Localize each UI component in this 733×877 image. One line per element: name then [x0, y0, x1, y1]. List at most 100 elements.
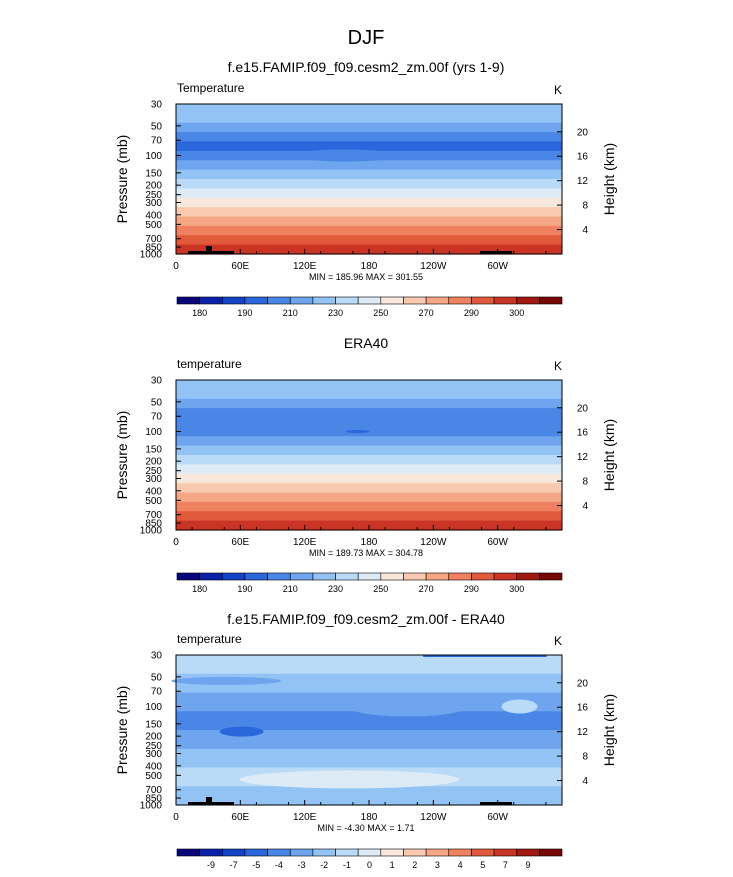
x-tick-label: 120E	[293, 537, 317, 548]
y-tick-label: 30	[151, 100, 163, 111]
colorbar-label: -9	[207, 860, 215, 870]
colorbar-swatch	[425, 296, 450, 305]
y2-tick-label: 20	[577, 403, 589, 414]
contour-band	[176, 664, 562, 675]
contour-band	[176, 389, 562, 400]
topography-mask	[206, 797, 212, 802]
y-tick-label: 1000	[140, 250, 163, 261]
y2-tick-label: 8	[582, 477, 588, 488]
y2-tick-label: 16	[577, 152, 589, 163]
colorbar-swatch	[357, 572, 382, 581]
y-tick-label: 300	[145, 474, 162, 485]
colorbar-swatch	[425, 572, 450, 581]
y-tick-label: 70	[151, 136, 163, 147]
contour-band	[176, 398, 562, 409]
y2-tick-label: 12	[577, 452, 589, 463]
contour-band	[176, 216, 562, 227]
contour-band	[176, 113, 562, 124]
colorbar-swatch	[244, 296, 268, 305]
anomaly-patch	[219, 726, 264, 737]
x-tick-label: 0	[173, 261, 179, 272]
y-tick-label: 400	[145, 210, 162, 221]
contour-band	[176, 673, 562, 684]
colorbar-swatch	[357, 296, 382, 305]
units-label: K	[554, 359, 562, 373]
colorbar-swatch	[289, 848, 314, 857]
colorbar-swatch	[244, 572, 268, 581]
y2-tick-label: 4	[582, 776, 588, 787]
colorbar-swatch	[448, 848, 472, 857]
contour-band	[176, 104, 562, 114]
contour-band	[176, 711, 562, 722]
contour-band	[176, 417, 562, 428]
colorbar-swatch	[199, 572, 223, 581]
contour-band	[176, 720, 562, 731]
colorbar-swatch	[493, 848, 518, 857]
colorbar-swatch	[199, 848, 223, 857]
y-axis-label: Pressure (mb)	[114, 411, 130, 500]
x-tick-label: 0	[173, 537, 179, 548]
colorbar-label: 7	[503, 860, 508, 870]
topography-mask	[480, 251, 512, 254]
x-tick-label: 120W	[420, 812, 447, 823]
contour-band	[176, 122, 562, 133]
y-tick-label: 70	[151, 687, 163, 698]
colorbar-label: 270	[419, 308, 434, 318]
anomaly-patch	[501, 699, 538, 714]
x-tick-label: 180	[361, 537, 378, 548]
colorbar-swatch	[403, 572, 427, 581]
colorbar-label: 210	[283, 584, 298, 594]
topography-mask	[188, 802, 234, 805]
y-tick-label: 50	[151, 397, 163, 408]
contour-band	[176, 132, 562, 143]
colorbar-label: 270	[419, 584, 434, 594]
x-tick-label: 120W	[420, 261, 447, 272]
contour-band	[176, 160, 562, 171]
contour-band	[176, 207, 562, 218]
cold-minimum-region	[291, 149, 400, 162]
y-tick-label: 100	[145, 702, 162, 713]
y-tick-label: 250	[145, 741, 162, 752]
topography-mask	[188, 251, 234, 254]
min-max-label: MIN = 185.96 MAX = 301.55	[309, 272, 423, 282]
colorbar-swatch	[199, 296, 223, 305]
colorbar-swatch	[312, 296, 336, 305]
contour-band	[176, 225, 562, 236]
y-tick-label: 50	[151, 672, 163, 683]
contour-band	[176, 683, 562, 694]
colorbar-label: -3	[298, 860, 306, 870]
contour-band	[176, 445, 562, 456]
colorbar-label: 190	[237, 308, 252, 318]
colorbar-label: 9	[526, 860, 531, 870]
y-tick-label: 850	[145, 794, 162, 805]
colorbar-swatch	[380, 572, 404, 581]
colorbar-swatch	[289, 572, 314, 581]
y-tick-label: 100	[145, 151, 162, 162]
colorbar-swatch	[335, 296, 359, 305]
y2-tick-label: 12	[577, 176, 589, 187]
contour-band	[176, 511, 562, 522]
y2-axis-label: Height (km)	[601, 143, 617, 215]
contour-band	[176, 169, 562, 180]
y-tick-label: 30	[151, 376, 163, 387]
colorbar-label: 190	[237, 584, 252, 594]
y2-axis-label: Height (km)	[601, 419, 617, 491]
colorbar-swatch	[493, 572, 518, 581]
variable-label: temperature	[177, 632, 242, 646]
variable-label: Temperature	[177, 81, 245, 95]
chart-title: ERA40	[344, 335, 389, 351]
contour-band	[176, 464, 562, 475]
y2-tick-label: 16	[577, 703, 589, 714]
x-tick-label: 60E	[231, 537, 249, 548]
y2-axis-label: Height (km)	[601, 694, 617, 766]
x-tick-label: 120E	[293, 812, 317, 823]
anomaly-patch	[347, 696, 468, 717]
colorbar-label: 290	[464, 308, 479, 318]
y2-tick-label: 4	[582, 225, 588, 236]
colorbar-swatch	[471, 848, 495, 857]
y-tick-label: 500	[145, 496, 162, 507]
contour-band	[176, 455, 562, 465]
y-tick-label: 300	[145, 749, 162, 760]
chart-title: f.e15.FAMIP.f09_f09.cesm2_zm.00f (yrs 1-…	[228, 59, 505, 75]
